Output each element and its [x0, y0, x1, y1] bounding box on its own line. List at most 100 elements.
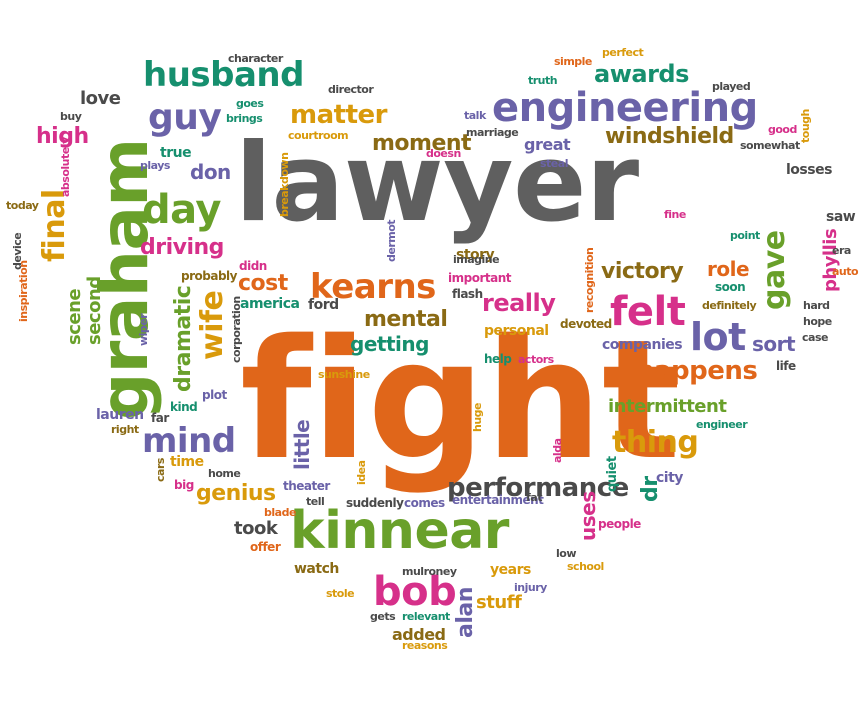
word-relevant: relevant: [402, 610, 450, 623]
word-fight: fight: [240, 304, 681, 496]
word-wife: wife: [195, 290, 230, 360]
word-felt: felt: [610, 289, 686, 335]
word-driving: driving: [140, 235, 224, 260]
word-blade: blade: [264, 506, 296, 519]
word-america: america: [240, 296, 300, 312]
word-story: story: [456, 247, 495, 263]
word-happens: happens: [636, 356, 758, 386]
word-lauren: lauren: [96, 407, 144, 423]
word-kinnear: kinnear: [290, 501, 509, 561]
word-plot: plot: [202, 388, 227, 402]
word-victory: victory: [601, 259, 684, 284]
word-brings: brings: [226, 112, 263, 125]
word-fine: fine: [664, 208, 686, 221]
word-cars: cars: [154, 458, 167, 482]
word-today: today: [6, 199, 39, 212]
word-far: far: [151, 411, 169, 425]
word-absolutely: absolutely: [59, 137, 72, 197]
word-somewhat: somewhat: [740, 139, 800, 152]
word-life: life: [776, 359, 796, 373]
word-high: high: [36, 124, 89, 149]
word-years: years: [490, 562, 531, 578]
word-character: character: [228, 52, 283, 65]
word-time: time: [170, 454, 204, 470]
word-day: day: [142, 187, 221, 233]
word-hope: hope: [803, 315, 832, 328]
word-definitely: definitely: [702, 299, 757, 312]
word-dramatic: dramatic: [171, 285, 196, 392]
word-alan: alan: [453, 587, 478, 638]
word-tell: tell: [306, 495, 325, 508]
word-important: important: [448, 271, 511, 285]
word-comes: comes: [404, 496, 445, 510]
word-matter: matter: [290, 100, 387, 130]
word-wiper: wiper: [137, 313, 150, 346]
word-husband: husband: [143, 55, 304, 95]
word-gave: gave: [757, 230, 792, 310]
word-plays: plays: [140, 159, 170, 172]
word-talk: talk: [464, 109, 486, 122]
word-really: really: [482, 289, 556, 317]
word-soon: soon: [715, 280, 746, 294]
word-corporation: corporation: [230, 296, 243, 363]
word-reasons: reasons: [402, 639, 448, 652]
word-marriage: marriage: [466, 126, 519, 139]
word-tough: tough: [799, 109, 812, 143]
word-intermittent: intermittent: [608, 396, 727, 417]
word-ford: ford: [308, 297, 339, 313]
word-second: second: [84, 276, 105, 345]
word-doesn: doesn: [426, 147, 461, 160]
word-companies: companies: [602, 337, 683, 353]
word-idea: idea: [355, 460, 368, 485]
word-didn: didn: [239, 259, 267, 273]
word-theater: theater: [283, 479, 330, 493]
word-final: final: [37, 189, 72, 262]
word-sort: sort: [752, 332, 796, 356]
word-role: role: [707, 257, 750, 281]
word-mulroney: mulroney: [402, 565, 457, 578]
word-steal: steal: [540, 157, 568, 170]
word-dermot: dermot: [385, 219, 398, 262]
word-quiet: quiet: [605, 456, 620, 492]
word-help: help: [484, 352, 512, 366]
word-stole: stole: [326, 587, 355, 600]
word-entertainment: entertainment: [452, 493, 544, 507]
word-mind: mind: [142, 421, 236, 461]
word-played: played: [712, 80, 751, 93]
word-fat: fat: [526, 491, 542, 504]
word-school: school: [567, 560, 604, 573]
word-little: little: [290, 419, 314, 470]
word-flash: flash: [452, 287, 483, 301]
word-right: right: [111, 423, 139, 436]
word-don: don: [190, 160, 231, 184]
word-recognition: recognition: [583, 247, 596, 313]
word-suddenly: suddenly: [346, 496, 404, 510]
word-offer: offer: [250, 540, 281, 554]
word-point: point: [730, 229, 760, 242]
word-case: case: [802, 331, 828, 344]
word-courtroom: courtroom: [288, 129, 349, 142]
word-personal: personal: [484, 323, 549, 339]
word-big: big: [174, 478, 194, 492]
word-windshield: windshield: [605, 124, 734, 149]
word-perfect: perfect: [602, 46, 644, 59]
word-scene: scene: [64, 288, 85, 345]
word-actors: actors: [518, 353, 554, 366]
word-thing: thing: [612, 425, 699, 460]
word-love: love: [80, 88, 121, 109]
word-performance: performance: [447, 473, 629, 503]
word-home: home: [208, 467, 241, 480]
word-true: true: [160, 145, 192, 161]
word-mental: mental: [364, 307, 448, 332]
word-truth: truth: [528, 74, 558, 87]
word-awards: awards: [594, 60, 689, 88]
word-kearns: kearns: [310, 267, 436, 307]
word-alda: alda: [551, 438, 564, 464]
word-gets: gets: [370, 610, 396, 623]
word-cost: cost: [238, 271, 288, 296]
word-kind: kind: [170, 400, 198, 414]
word-getting: getting: [350, 332, 429, 356]
word-low: low: [556, 547, 577, 560]
word-probably: probably: [181, 269, 237, 283]
